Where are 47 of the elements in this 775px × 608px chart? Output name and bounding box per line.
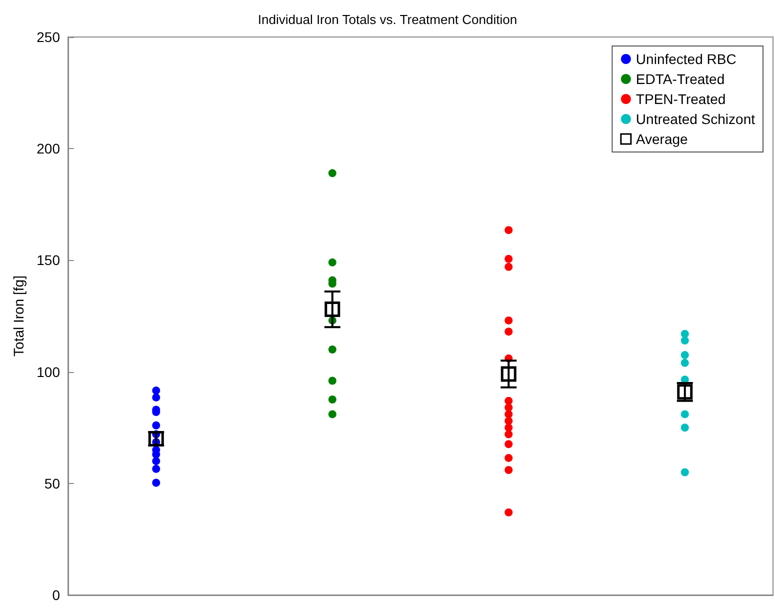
point xyxy=(504,404,513,412)
point xyxy=(152,393,160,402)
y-tick-label: 200 xyxy=(36,140,60,157)
point xyxy=(504,254,513,263)
point xyxy=(152,457,160,466)
point xyxy=(328,410,336,418)
y-tick-label: 0 xyxy=(52,587,60,603)
point xyxy=(504,226,513,234)
point xyxy=(504,430,513,438)
point xyxy=(504,440,513,448)
legend-label: EDTA-Treated xyxy=(636,71,725,87)
point xyxy=(504,416,513,425)
point xyxy=(680,330,689,338)
point xyxy=(328,395,336,404)
y-tick-label: 100 xyxy=(36,364,60,380)
point xyxy=(328,345,336,354)
point xyxy=(328,258,336,266)
point xyxy=(504,466,513,474)
point xyxy=(504,410,513,418)
point xyxy=(504,328,513,336)
point xyxy=(152,478,160,487)
legend-label: TPEN-Treated xyxy=(636,91,726,107)
point xyxy=(680,424,689,432)
point xyxy=(328,376,336,385)
y-tick-label: 50 xyxy=(44,475,60,492)
legend-label: Untreated Schizont xyxy=(636,111,756,127)
chart-title: Individual Iron Totals vs. Treatment Condition xyxy=(258,12,518,27)
point xyxy=(504,508,513,516)
point xyxy=(152,386,160,395)
point xyxy=(680,358,689,367)
point xyxy=(680,410,689,418)
point xyxy=(504,424,513,432)
y-tick-label: 150 xyxy=(36,252,60,268)
point xyxy=(680,351,689,360)
point xyxy=(680,336,689,345)
legend-label: Uninfected RBC xyxy=(636,51,736,67)
point xyxy=(504,454,513,462)
point xyxy=(504,316,513,324)
point xyxy=(328,169,336,178)
legend-label: Average xyxy=(636,131,688,147)
point xyxy=(504,396,513,405)
point xyxy=(504,262,513,271)
point xyxy=(680,468,689,476)
y-tick-label: 250 xyxy=(36,29,60,45)
y-axis-title: Total Iron [fg] xyxy=(10,276,27,356)
point xyxy=(152,464,160,473)
point xyxy=(152,421,160,430)
